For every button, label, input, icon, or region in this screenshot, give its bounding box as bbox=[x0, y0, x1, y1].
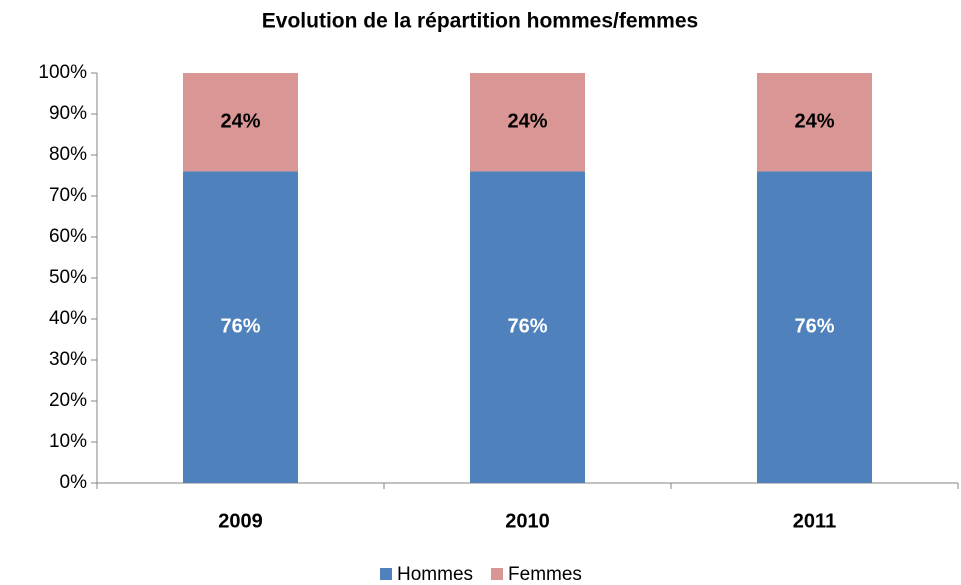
bar-segment bbox=[757, 73, 872, 172]
y-tick-label: 50% bbox=[49, 267, 87, 288]
y-tick-label: 20% bbox=[49, 390, 87, 411]
x-tick-label: 2009 bbox=[218, 510, 263, 532]
legend-swatch bbox=[380, 568, 392, 580]
bar-segment bbox=[183, 171, 298, 483]
bar-segment bbox=[757, 171, 872, 483]
y-tick-label: 90% bbox=[49, 103, 87, 124]
legend-label: Femmes bbox=[508, 564, 582, 585]
x-tick-label: 2010 bbox=[505, 510, 550, 532]
y-tick-label: 100% bbox=[38, 62, 87, 83]
data-label: 76% bbox=[507, 315, 547, 337]
y-tick-label: 70% bbox=[49, 185, 87, 206]
chart-title: Evolution de la répartition hommes/femme… bbox=[262, 10, 698, 33]
y-tick-label: 0% bbox=[60, 472, 88, 493]
data-label: 76% bbox=[794, 315, 834, 337]
legend-label: Hommes bbox=[397, 564, 473, 585]
bar-segment bbox=[470, 73, 585, 172]
y-tick-label: 30% bbox=[49, 349, 87, 370]
y-tick-label: 40% bbox=[49, 308, 87, 329]
x-tick-label: 2011 bbox=[793, 510, 836, 532]
y-tick-label: 10% bbox=[49, 431, 87, 452]
y-tick-label: 80% bbox=[49, 144, 87, 165]
bar-segment bbox=[183, 73, 298, 172]
y-tick-label: 60% bbox=[49, 226, 87, 247]
data-label: 24% bbox=[794, 110, 834, 132]
data-label: 24% bbox=[507, 110, 547, 132]
bar-segment bbox=[470, 171, 585, 483]
legend-swatch bbox=[491, 568, 504, 580]
data-label: 76% bbox=[220, 315, 260, 337]
data-label: 24% bbox=[220, 110, 260, 132]
